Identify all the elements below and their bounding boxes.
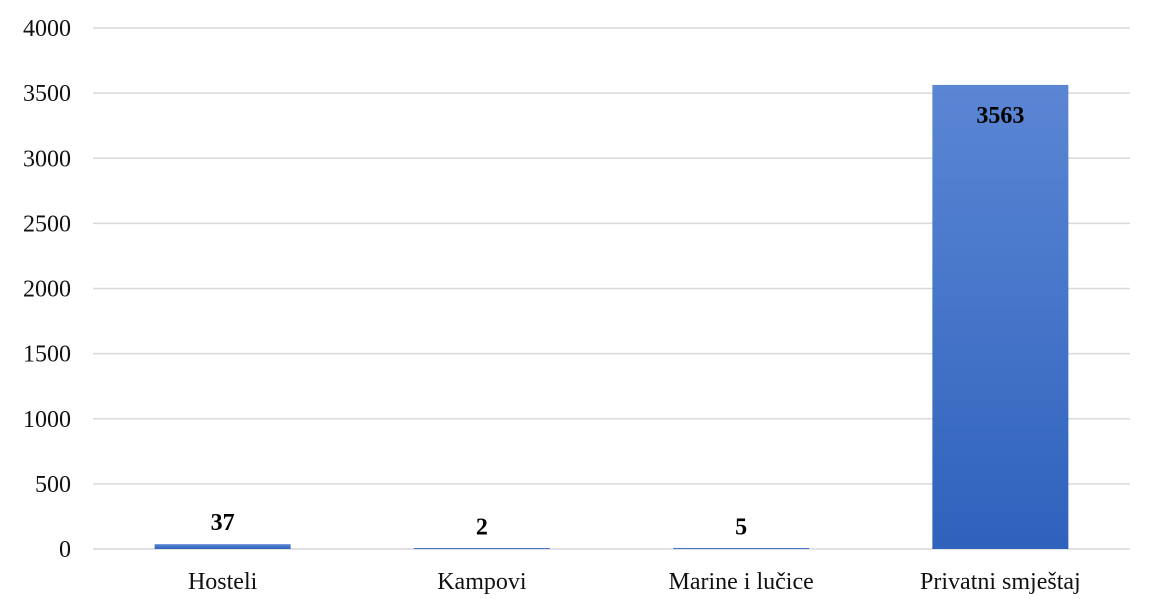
y-tick-label: 4000	[23, 16, 71, 42]
x-category-label-2: Kampovi	[437, 569, 527, 595]
bar-2	[413, 548, 550, 549]
data-label-3: 5	[735, 514, 747, 540]
y-axis-tick-labels: 0 500 1000 1500 2000 2500 3000 3500 4000	[23, 16, 71, 563]
y-tick-label: 3000	[23, 146, 71, 172]
data-label-2: 2	[476, 515, 488, 541]
x-axis-category-labels: Hosteli Kampovi Marine i lučice Privatni sm…	[188, 569, 1081, 595]
data-label-4: 3563	[976, 103, 1024, 129]
y-tick-label: 1000	[23, 407, 71, 433]
y-tick-label: 500	[35, 472, 71, 498]
x-category-label-3: Marine i lučice	[668, 569, 813, 595]
y-tick-label: 3500	[23, 81, 71, 107]
data-label-1: 37	[211, 510, 235, 536]
x-category-label-4: Privatni smještaj	[920, 569, 1081, 595]
y-tick-label: 0	[59, 537, 71, 563]
y-tick-label: 2500	[23, 211, 71, 237]
x-category-label-1: Hosteli	[188, 569, 258, 595]
data-labels: 37 2 5 3563	[211, 103, 1025, 541]
bar-1	[154, 544, 291, 549]
bar-3	[673, 548, 810, 549]
gridlines	[93, 27, 1130, 550]
bars	[154, 84, 1069, 549]
bar-4	[932, 84, 1069, 549]
y-tick-label: 1500	[23, 342, 71, 368]
y-tick-label: 2000	[23, 277, 71, 303]
